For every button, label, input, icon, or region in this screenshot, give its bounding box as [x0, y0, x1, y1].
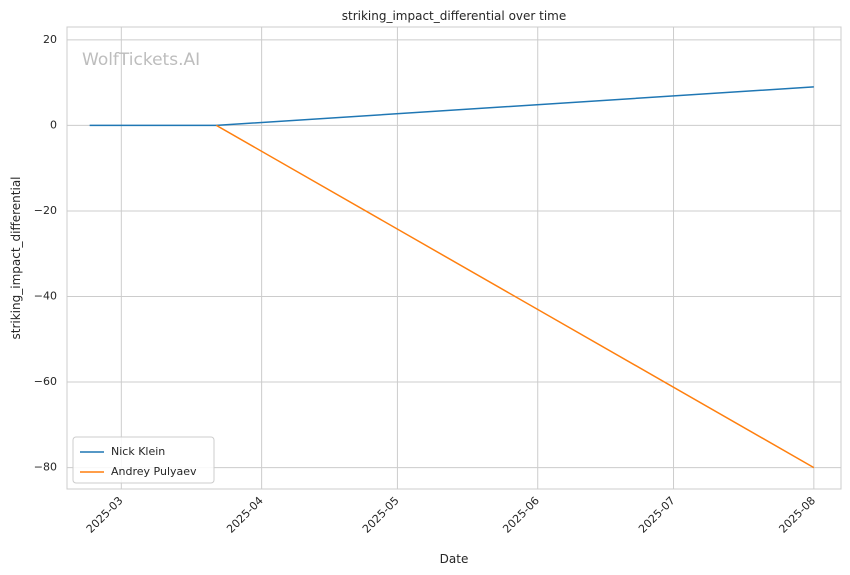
x-tick-label: 2025-04: [224, 494, 266, 536]
x-tick-label: 2025-03: [84, 494, 126, 536]
x-axis-title: Date: [440, 552, 469, 566]
y-tick-label: −40: [34, 290, 57, 303]
x-axis-ticks: 2025-03 2025-04 2025-05 2025-06 2025-07 2025-…: [84, 494, 818, 536]
watermark: WolfTickets.AI: [82, 50, 200, 70]
y-tick-label: −60: [34, 375, 57, 388]
x-tick-label: 2025-05: [360, 494, 402, 536]
y-axis-ticks: 20 0 −20 −40 −60 −80: [34, 33, 57, 474]
legend-label: Andrey Pulyaev: [111, 465, 197, 478]
x-tick-label: 2025-08: [776, 494, 818, 536]
chart-title: striking_impact_differential over time: [342, 9, 567, 23]
x-tick-label: 2025-07: [636, 494, 678, 536]
legend: Nick Klein Andrey Pulyaev: [72, 436, 215, 484]
y-tick-label: 0: [50, 118, 57, 131]
series-line-1: [215, 124, 815, 469]
series-lines: [89, 86, 815, 469]
y-tick-label: −80: [34, 461, 57, 474]
plot-area: [66, 26, 842, 490]
x-tick-label: 2025-06: [500, 494, 542, 536]
y-tick-label: 20: [43, 33, 57, 46]
legend-label: Nick Klein: [111, 445, 165, 458]
legend-box: [72, 436, 215, 484]
y-axis-title: striking_impact_differential: [9, 176, 23, 339]
y-tick-label: −20: [34, 204, 57, 217]
